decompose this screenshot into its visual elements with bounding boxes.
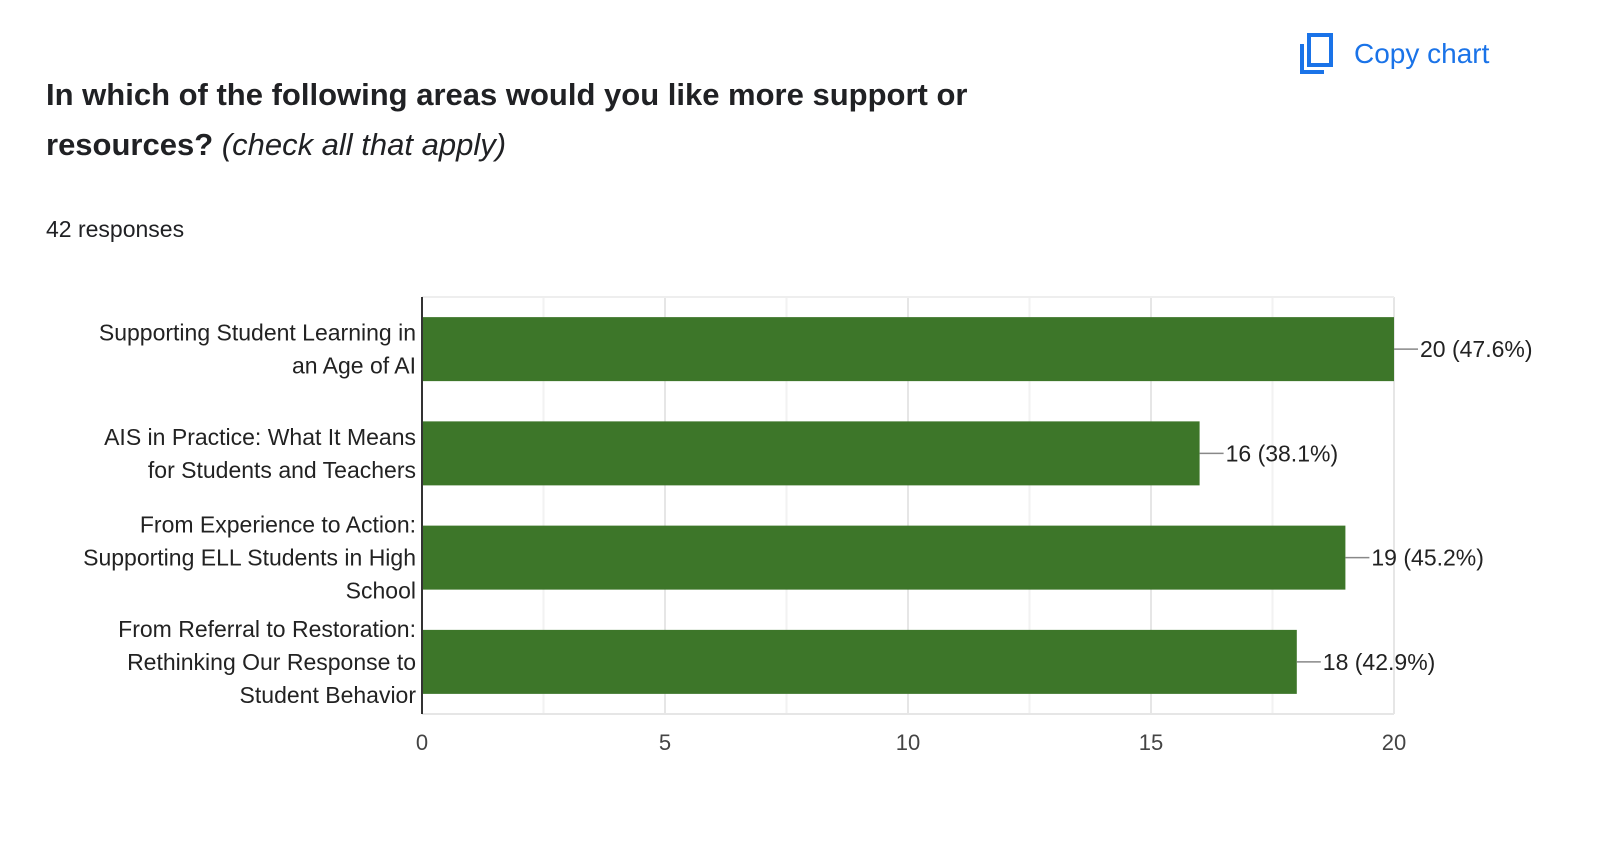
category-label: From Experience to Action:: [140, 512, 416, 538]
copy-icon: [1300, 33, 1333, 74]
category-label: From Referral to Restoration:: [118, 616, 416, 642]
category-label: an Age of AI: [292, 353, 416, 379]
category-label: Student Behavior: [240, 682, 417, 708]
data-label: 19 (45.2%): [1371, 545, 1484, 571]
data-label: 16 (38.1%): [1226, 440, 1339, 466]
x-tick-label: 15: [1139, 730, 1163, 755]
bar: [422, 421, 1200, 486]
category-label: Supporting ELL Students in High: [83, 545, 416, 571]
x-tick-label: 5: [659, 730, 671, 755]
category-label: AIS in Practice: What It Means: [104, 424, 416, 450]
data-label: 18 (42.9%): [1323, 649, 1436, 675]
x-tick-label: 20: [1382, 730, 1406, 755]
bar: [422, 525, 1346, 590]
category-label: School: [346, 578, 416, 604]
bar: [422, 629, 1297, 694]
category-label: Supporting Student Learning in: [99, 320, 416, 346]
chart-title: In which of the following areas would yo…: [46, 77, 968, 162]
x-tick-label: 0: [416, 730, 428, 755]
category-label: for Students and Teachers: [148, 457, 416, 483]
copy-chart-button[interactable]: Copy chart: [1298, 32, 1489, 76]
copy-chart-label: Copy chart: [1354, 38, 1490, 69]
response-count: 42 responses: [46, 216, 185, 242]
bar: [422, 317, 1394, 382]
x-tick-label: 10: [896, 730, 920, 755]
data-label: 20 (47.6%): [1420, 336, 1533, 362]
category-label: Rethinking Our Response to: [127, 649, 416, 675]
